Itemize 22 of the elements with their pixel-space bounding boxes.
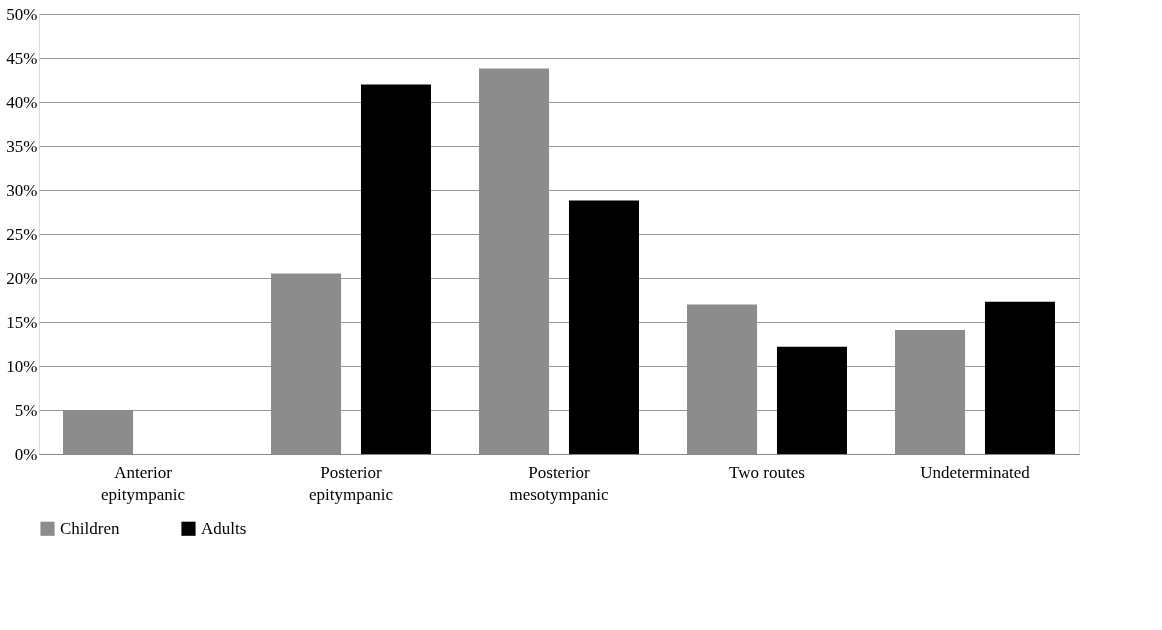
legend-label: Adults [201,518,247,538]
y-tick-label: 25% [6,224,38,244]
bar [568,200,639,454]
y-tick-label: 0% [14,444,38,464]
x-tick-label: Posterior mesotympanic [509,462,610,504]
y-tick-label: 35% [6,136,38,156]
x-tick-label: Anterior epitympanic [100,462,186,504]
bar [360,84,431,454]
y-tick-label: 30% [6,180,38,200]
x-tick-label: Posterior epitympanic [308,462,394,504]
legend-label: Children [60,518,120,538]
bar [776,346,847,454]
x-tick-label: Undeterminated [920,462,1031,482]
y-tick-label: 20% [6,268,38,288]
y-tick-label: 10% [6,356,38,376]
y-tick-label: 5% [14,400,38,420]
bar [984,301,1055,454]
y-tick-label: 15% [6,312,38,332]
y-tick-label: 50% [6,4,38,24]
y-tick-label: 40% [6,92,38,112]
y-tick-label: 45% [6,48,38,68]
x-tick-label: Two routes [729,462,805,482]
